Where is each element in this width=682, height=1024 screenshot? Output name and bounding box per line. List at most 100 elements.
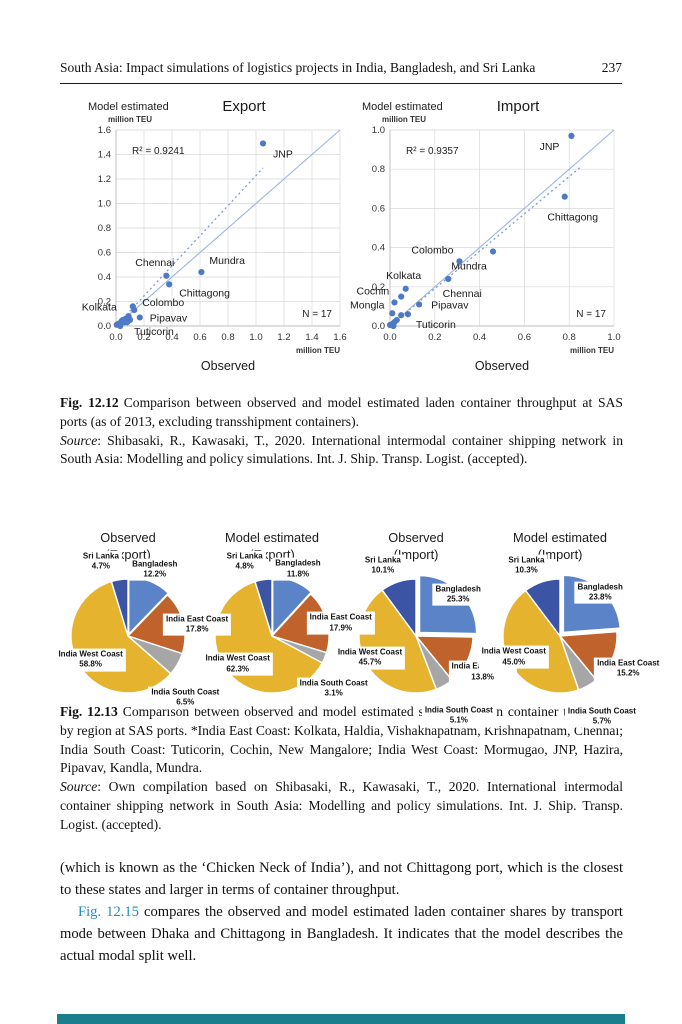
point-label: Pipavav (150, 312, 188, 324)
point-label: Colombo (411, 244, 453, 256)
point-label: Mongla (350, 299, 385, 311)
running-header: South Asia: Impact simulations of logist… (60, 60, 622, 84)
data-point (561, 193, 568, 200)
trend-line (389, 166, 581, 327)
data-point (404, 311, 412, 318)
data-point (136, 314, 143, 321)
n-label: N = 17 (576, 309, 606, 320)
pie-slice (381, 578, 417, 639)
data-point (445, 275, 452, 283)
data-point (393, 317, 400, 324)
pie-model-export: Model estimated (Export) Bangladesh 11.8%… (200, 530, 375, 706)
x-axis-unit: million TEU (296, 346, 340, 355)
pie-chart: Bangladesh 11.8% India East Coast 17.9% Indi… (200, 550, 375, 706)
pie-slice-label: India West Coast 62.3% (202, 652, 273, 676)
figure-12-13: Observed (Export) Bangladesh 12.2% India E… (55, 530, 663, 728)
y-axis-label: Model estimated (88, 101, 169, 113)
figure-cross-reference-link[interactable]: Fig. 12.15 (78, 903, 139, 920)
pie-chart: Bangladesh 12.2% India East Coast 17.8% Indi… (55, 550, 232, 709)
body-paragraph: Fig. 12.15 compares the observed and mod… (60, 903, 623, 964)
y-axis-label: Model estimated (362, 101, 443, 113)
y-tick-label: 0.0 (98, 321, 111, 332)
y-tick-label: 0.8 (372, 164, 385, 175)
pie-slice-label: Sri Lanka 4.7% (79, 550, 122, 573)
data-point (402, 285, 409, 292)
pie-slice-label: Bangladesh 23.8% (574, 581, 626, 605)
point-label: Chittagong (547, 212, 598, 224)
identity-line (115, 129, 341, 327)
data-point (163, 272, 170, 279)
x-tick-label: 0.6 (518, 332, 531, 343)
data-points: JNPChittagongMundraColomboChennaiKolkata… (350, 132, 598, 331)
pie-slice-label: Bangladesh 11.8% (272, 557, 324, 581)
caption-source: Source: Shibasaki, R., Kawasaki, T., 202… (60, 432, 623, 467)
pie-slice (128, 576, 170, 636)
point-label: Colombo (142, 297, 184, 309)
x-tick-label: 0.2 (137, 332, 150, 343)
chart-title: Import (497, 98, 540, 115)
pie-slice-label: Sri Lanka 10.1% (361, 554, 404, 577)
trend-line (115, 167, 264, 327)
body-paragraph: (which is known as the ‘Chicken Neck of … (60, 860, 623, 898)
x-axis-label: Observed (475, 359, 529, 373)
n-label: N = 17 (302, 309, 332, 320)
r-squared-label: R² = 0.9357 (406, 146, 459, 157)
x-tick-label: 1.4 (305, 332, 318, 343)
data-point (456, 258, 463, 265)
pie-slice-label: India South Coast 5.1% (421, 704, 496, 728)
data-point (398, 293, 405, 300)
data-point (416, 301, 423, 308)
x-tick-label: 0.8 (563, 332, 576, 343)
x-tick-label: 0.6 (193, 332, 206, 343)
point-label: JNP (273, 148, 293, 160)
y-tick-label: 1.4 (98, 150, 111, 161)
y-tick-label: 0.0 (372, 321, 385, 332)
gridlines (115, 129, 341, 327)
y-tick-label: 1.6 (98, 125, 111, 136)
pie-slice-label: India West Coast 45.7% (334, 646, 406, 670)
x-tick-label: 1.6 (333, 332, 346, 343)
scatter-export-chart: 0.00.0 0.2 0.2 0.4 0.4 0.6 0.6 0.8 0.8 1.0 1.0 1.2 1… (82, 98, 347, 373)
pie-slice-label: India South Coast 6.5% (148, 686, 223, 709)
pie-model-import: Model estimated (Import) Bangladesh 23.8%… (478, 530, 663, 728)
caption-source: Source: Own compilation based on Shibasa… (60, 779, 623, 832)
scatter-import-chart: 0.00.0 0.2 0.2 0.4 0.4 0.6 0.6 0.8 0.8 1.0 1.0 JNP C… (350, 98, 621, 373)
pie-title: Model estimated (Import) (513, 530, 607, 562)
fig-12-12-caption: Fig. 12.12 Comparison between observed an… (60, 394, 623, 469)
x-tick-label: 1.2 (277, 332, 290, 343)
y-tick-label: 0.2 (372, 282, 385, 293)
pie-observed-export: Observed (Export) Bangladesh 12.2% India E… (55, 530, 232, 709)
data-point (391, 299, 398, 306)
x-axis-label: Observed (201, 359, 255, 373)
x-tick-label: 0.0 (109, 332, 122, 343)
data-point (489, 248, 497, 255)
x-tick-label: 0.0 (383, 332, 396, 343)
y-tick-label: 1.0 (372, 125, 385, 136)
body-text: (which is known as the ‘Chicken Neck of … (60, 858, 623, 967)
point-label: Chittagong (179, 287, 230, 299)
pie-slice (110, 578, 129, 637)
pie-slice-label: India West Coast 58.8% (55, 648, 126, 672)
point-label: JNP (540, 141, 560, 153)
point-label: Kolkata (82, 301, 117, 313)
r-squared-label: R² = 0.9241 (132, 146, 185, 157)
y-tick-label: 0.4 (98, 272, 111, 283)
x-tick-label: 0.4 (165, 332, 178, 343)
data-point (390, 322, 397, 330)
pie-slice-label: India East Coast 17.8% (162, 613, 232, 637)
data-point (117, 322, 124, 330)
point-label: Mundra (209, 255, 245, 267)
caption-text: Fig. 12.12 Comparison between observed an… (60, 395, 623, 429)
point-label: Tuticorin (134, 326, 174, 338)
header-title: South Asia: Impact simulations of logist… (60, 60, 536, 75)
pie-slice-label: India South Coast 3.1% (296, 677, 371, 701)
y-tick-label: 0.4 (372, 243, 385, 254)
chart-title: Export (222, 98, 266, 115)
data-point (124, 319, 131, 326)
data-point (259, 140, 267, 147)
point-label: Chennai (443, 288, 482, 300)
